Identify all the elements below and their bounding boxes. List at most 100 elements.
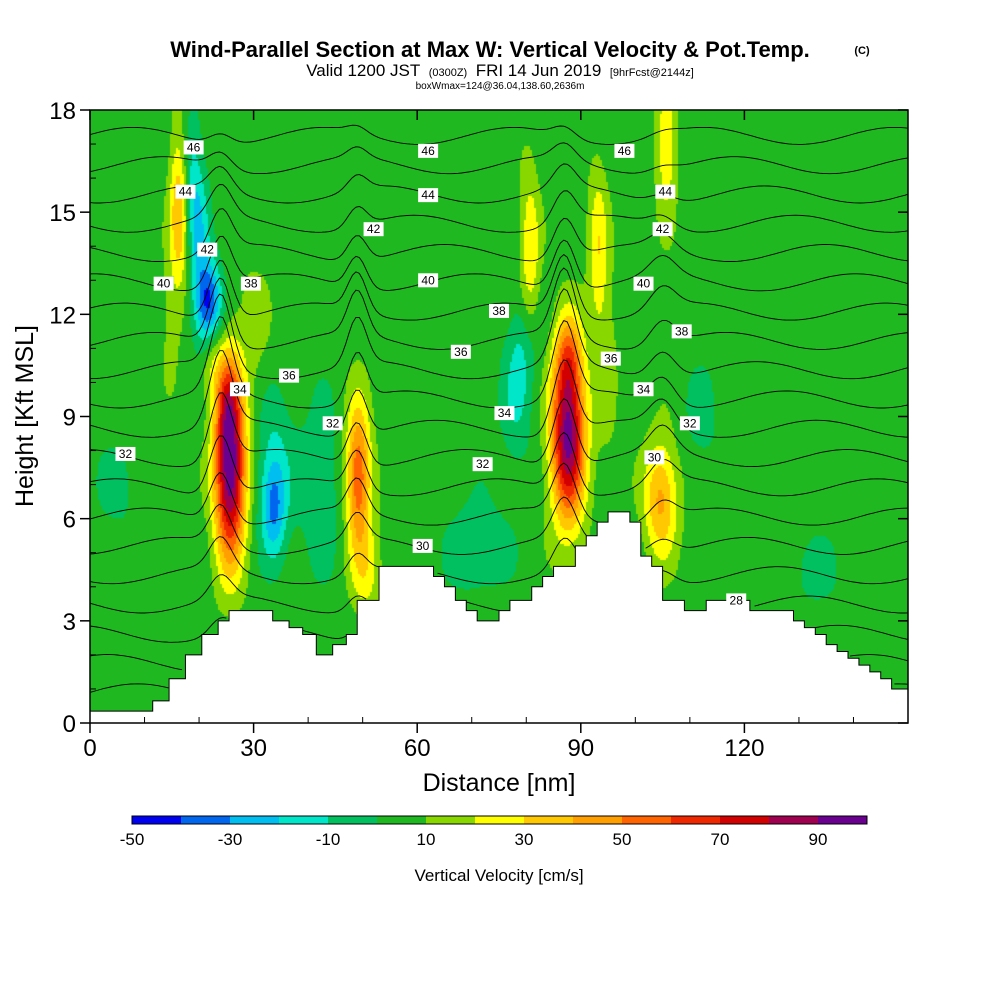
colorbar-swatch (132, 816, 182, 824)
y-tick-label: 6 (63, 507, 76, 534)
box-wmax-info: boxWmax=124@36.04,138.60,2636m (416, 81, 585, 92)
colorbar-tick-label: 50 (613, 830, 632, 849)
colorbar-swatch (279, 816, 329, 824)
contour-label: 36 (450, 344, 471, 359)
contour-label-text: 34 (637, 382, 651, 396)
theta-contour-line (90, 124, 908, 145)
y-tick-label: 3 (63, 609, 76, 636)
contour-label-text: 42 (201, 243, 215, 257)
contour-label-text: 34 (498, 406, 512, 420)
contour-label-text: 40 (421, 273, 435, 287)
contour-label-bg (229, 382, 250, 397)
y-tick-label: 12 (49, 302, 76, 329)
contour-label-bg (183, 140, 204, 155)
theta-contour-line (90, 208, 908, 262)
colorbar-tick-label: -50 (120, 830, 145, 849)
theta-contour-line (90, 235, 908, 292)
contour-labels: 46 44 42 40 38 36 34 32 32 46 44 42 40 38 36 34 32 30 46 44… (115, 140, 747, 608)
contour-label: 42 (197, 242, 218, 257)
contour-label-text: 32 (476, 457, 490, 471)
contour-label-text: 40 (637, 277, 651, 291)
contour-label-bg (494, 406, 515, 421)
colorbar-swatch (475, 816, 525, 824)
x-tick-label: 90 (567, 735, 594, 762)
contour-label-text: 38 (244, 277, 258, 291)
contour-label: 30 (412, 538, 433, 553)
colorbar-swatch (230, 816, 280, 824)
theta-contour-line (90, 163, 908, 204)
colorbar: -50 -30 -10 10 30 50 70 90 (120, 815, 868, 849)
theta-contour-line (90, 617, 908, 643)
y-tick-label: 9 (63, 405, 76, 432)
x-tick-label: 60 (404, 735, 431, 762)
theta-contour-line (90, 267, 908, 350)
colorbar-tick-label: -30 (218, 830, 243, 849)
terrain-mask (89, 511, 909, 724)
contour-label-text: 32 (326, 416, 340, 430)
theta-contour-line (90, 683, 908, 693)
theta-contour-line (90, 654, 908, 671)
colorbar-frame (131, 815, 868, 825)
colorbar-tick-label: -10 (316, 830, 341, 849)
contour-label: 36 (279, 368, 300, 383)
contour-label-bg (600, 351, 621, 366)
colorbar-swatch (426, 816, 476, 824)
contour-label-bg (175, 184, 196, 199)
contour-label-text: 30 (648, 450, 662, 464)
contour-label: 44 (655, 184, 676, 199)
contour-label-text: 32 (683, 416, 697, 430)
contour-label-text: 44 (421, 188, 435, 202)
copyright-mark: (C) (854, 45, 870, 57)
contour-label-bg (240, 276, 261, 291)
colorbar-swatch (671, 816, 721, 824)
contour-label: 38 (240, 276, 261, 291)
y-tick-label: 18 (49, 98, 76, 125)
valid-time-line: Valid 1200 JST (0300Z) FRI 14 Jun 2019 [… (306, 61, 694, 80)
contour-label: 40 (153, 276, 174, 291)
contour-label-text: 30 (416, 539, 430, 553)
x-axis: 0 30 60 90 120 (83, 110, 854, 762)
contour-label: 42 (652, 222, 673, 237)
contour-label: 34 (494, 406, 515, 421)
contour-label: 38 (489, 303, 509, 318)
contour-label: 46 (614, 143, 635, 158)
y-tick-label: 0 (63, 711, 76, 738)
contour-label-bg (633, 382, 654, 397)
svg-text:Valid 1200 JST (0300Z): Valid 1200 JST (0300Z) FRI 14 Jun 2019 [… (306, 61, 694, 80)
contour-label: 32 (472, 457, 493, 472)
contour-label-bg (614, 143, 635, 158)
contour-label-text: 42 (367, 222, 381, 236)
colorbar-tick-label: 10 (417, 830, 436, 849)
forecast-tag: [9hrFcst@2144z] (610, 67, 694, 79)
contour-label: 36 (600, 351, 621, 366)
contour-label: 34 (229, 382, 250, 397)
contour-label-bg (197, 242, 218, 257)
colorbar-swatch (622, 816, 672, 824)
colorbar-swatch (377, 816, 427, 824)
colorbar-swatch (818, 816, 868, 824)
contour-label: 34 (633, 382, 654, 397)
contour-label-text: 44 (179, 185, 193, 199)
theta-contour-line (90, 462, 908, 526)
potential-temperature-contours (90, 124, 908, 693)
contour-label-bg (418, 143, 439, 158)
contour-label-bg (115, 446, 136, 461)
theta-contour-line (90, 536, 908, 585)
colorbar-swatch (720, 816, 770, 824)
valid-prefix: Valid 1200 JST (306, 61, 420, 80)
contour-label: 40 (418, 273, 439, 288)
theta-contour-line (90, 350, 908, 438)
colorbar-title: Vertical Velocity [cm/s] (414, 866, 583, 885)
contour-label: 44 (175, 184, 196, 199)
contour-label-bg (418, 273, 439, 288)
contour-label: 32 (679, 416, 700, 431)
contour-label-bg (671, 324, 692, 339)
contour-label-bg (418, 188, 439, 203)
valid-utc: (0300Z) (429, 67, 468, 79)
valid-date: FRI 14 Jun 2019 (476, 61, 602, 80)
contour-label-bg (363, 222, 384, 237)
contour-label-bg (652, 222, 673, 237)
plot-area: 46 44 42 40 38 36 34 32 32 46 44 42 40 38 36 34 32 30 46 44… (89, 109, 909, 724)
contour-label-text: 36 (454, 345, 468, 359)
